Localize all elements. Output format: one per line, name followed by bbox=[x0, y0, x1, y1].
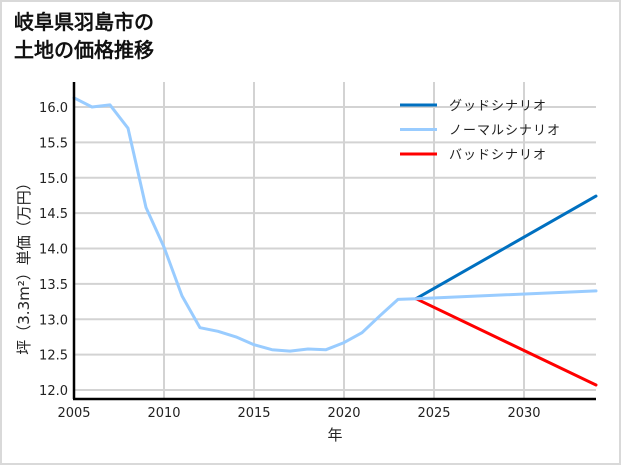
y-tick-label: 12.5 bbox=[39, 349, 68, 364]
y-tick-label: 14.5 bbox=[39, 207, 68, 222]
legend-label: バッドシナリオ bbox=[449, 148, 547, 163]
legend-label: グッドシナリオ bbox=[449, 99, 547, 114]
y-tick-label: 15.5 bbox=[39, 136, 68, 151]
y-tick-label: 16.0 bbox=[39, 101, 68, 116]
y-tick-label: 13.0 bbox=[39, 313, 68, 328]
x-axis-label: 年 bbox=[327, 426, 342, 444]
chart-title-line1: 岐阜県羽島市の bbox=[14, 10, 154, 34]
chart-title: 岐阜県羽島市の 土地の価格推移 bbox=[14, 8, 154, 64]
gridlines bbox=[73, 82, 596, 399]
y-tick-label: 12.0 bbox=[39, 384, 68, 399]
series-line bbox=[414, 297, 598, 387]
y-tick-label: 14.0 bbox=[39, 243, 68, 258]
data-series bbox=[72, 96, 598, 387]
y-axis-label: 坪（3.3m²）単価（万円） bbox=[15, 175, 33, 354]
axes bbox=[72, 82, 596, 401]
x-tick-label: 2015 bbox=[237, 406, 270, 421]
x-tick-label: 2030 bbox=[507, 406, 540, 421]
series-line bbox=[414, 194, 598, 301]
legend-label: ノーマルシナリオ bbox=[449, 124, 561, 139]
x-tick-label: 2005 bbox=[57, 406, 90, 421]
y-tick-label: 13.5 bbox=[39, 278, 68, 293]
x-tick-labels: 2005 2010 2015 2020 2025 2030 bbox=[57, 406, 540, 421]
x-tick-label: 2025 bbox=[417, 406, 450, 421]
y-tick-label: 15.0 bbox=[39, 172, 68, 187]
x-tick-label: 2020 bbox=[327, 406, 360, 421]
y-tick-labels: 12.0 12.5 13.0 13.5 14.0 14.5 15.0 15.5 16.0 bbox=[39, 101, 68, 399]
x-tick-label: 2010 bbox=[147, 406, 180, 421]
chart-title-line2: 土地の価格推移 bbox=[14, 38, 154, 62]
series-line bbox=[72, 96, 598, 353]
